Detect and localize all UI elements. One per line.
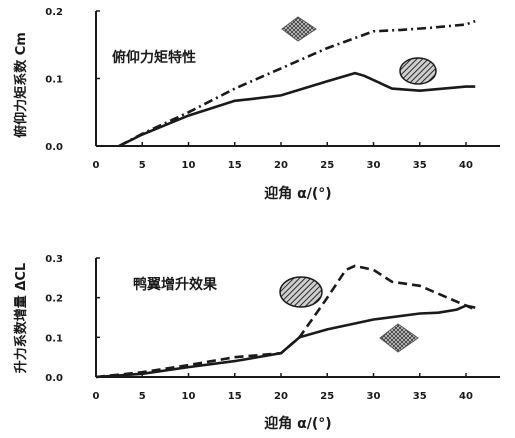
chart-bottom-annotation: 鸭翼增升效果 xyxy=(133,276,218,293)
chart-top-yticks: 0.0 0.1 0.2 xyxy=(45,7,100,153)
y-tick-label: 0.2 xyxy=(45,7,63,18)
y-tick-label: 0.2 xyxy=(45,294,63,305)
series-line-dash xyxy=(95,264,476,379)
chart-bottom-series xyxy=(95,264,476,379)
x-tick-label: 40 xyxy=(459,160,473,171)
x-tick-label: 0 xyxy=(93,391,100,402)
x-tick-label: 20 xyxy=(274,160,288,171)
x-tick-label: 10 xyxy=(182,160,196,171)
chart-top-annotation: 俯仰力矩特性 xyxy=(112,49,196,66)
chart-bottom-xlabel: 迎角 α/(°) xyxy=(264,415,331,432)
x-tick-label: 20 xyxy=(274,391,288,402)
diamond-marker-icon xyxy=(379,323,419,353)
x-tick-label: 25 xyxy=(320,160,334,171)
chart-bottom-axes xyxy=(95,258,500,378)
x-tick-label: 10 xyxy=(182,391,196,402)
ellipse-marker-icon xyxy=(279,276,323,308)
y-tick-label: 0.1 xyxy=(45,333,63,344)
x-tick-label: 0 xyxy=(93,160,100,171)
series-line-solid xyxy=(95,304,476,379)
chart-top-xlabel: 迎角 α/(°) xyxy=(264,185,331,202)
chart-bottom-ylabel: 升力系数增量 ΔCL xyxy=(13,263,29,373)
x-tick-label: 40 xyxy=(459,391,473,402)
y-tick-label: 0.3 xyxy=(45,254,63,265)
x-tick-label: 25 xyxy=(320,391,334,402)
chart-top: 0 5 10 15 20 25 30 35 40 0.0 0.1 0.2 俯仰力矩系数 Cm 迎角 … xyxy=(13,7,500,202)
x-tick-label: 30 xyxy=(367,391,381,402)
ellipse-marker-icon xyxy=(399,57,437,85)
y-tick-label: 0.0 xyxy=(45,373,63,384)
x-tick-label: 15 xyxy=(228,160,242,171)
series-line-solid xyxy=(118,71,476,148)
x-tick-label: 15 xyxy=(228,391,242,402)
chart-bottom: 0 5 10 15 20 25 30 35 40 0.0 0.1 0.2 0.3 升力系数增量 ΔCL… xyxy=(13,254,500,432)
chart-top-ylabel: 俯仰力矩系数 Cm xyxy=(13,32,29,138)
diamond-marker-icon xyxy=(281,16,317,42)
y-tick-label: 0.1 xyxy=(45,75,63,86)
x-tick-label: 30 xyxy=(367,160,381,171)
chart-top-xticks: 0 5 10 15 20 25 30 35 40 xyxy=(93,142,473,171)
x-tick-label: 5 xyxy=(139,391,146,402)
y-tick-label: 0.0 xyxy=(45,142,63,153)
x-tick-label: 35 xyxy=(413,160,427,171)
x-tick-label: 5 xyxy=(139,160,146,171)
series-line-dashdot xyxy=(118,19,476,148)
chart-bottom-yticks: 0.0 0.1 0.2 0.3 xyxy=(45,254,100,384)
x-tick-label: 35 xyxy=(413,391,427,402)
chart-top-series xyxy=(118,19,476,148)
